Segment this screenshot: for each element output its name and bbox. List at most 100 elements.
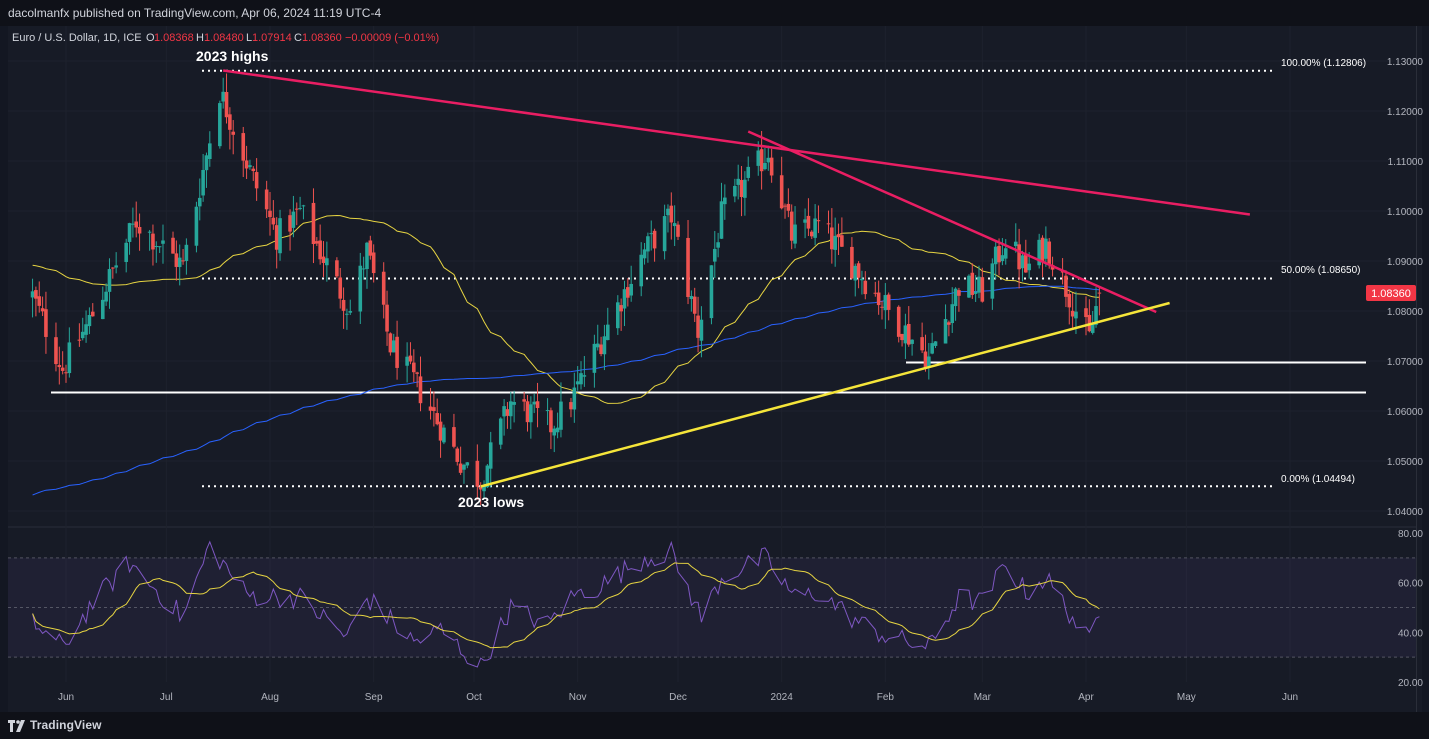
candle-down [957, 290, 961, 296]
candle-down [478, 486, 483, 490]
fib-100-label: 100.00% (1.12806) [1281, 58, 1366, 69]
candle-down [880, 306, 884, 308]
candle-up [361, 268, 366, 270]
candle-down [388, 333, 393, 353]
candle-down [335, 260, 339, 277]
candle-up [719, 201, 724, 239]
candle-up [709, 265, 714, 319]
candle-up [579, 373, 583, 385]
price-tick-label: 1.12000 [1387, 107, 1424, 118]
candle-down [947, 322, 951, 325]
candle-up [1020, 255, 1025, 269]
candle-down [997, 246, 1001, 263]
moving-averages [32, 214, 1100, 496]
candle-up [87, 315, 92, 327]
candle-down [428, 406, 433, 411]
candle-up [218, 103, 222, 147]
candle-up [743, 179, 747, 198]
candle-up [131, 223, 135, 225]
candle-down [231, 131, 236, 135]
candle-up [723, 197, 727, 205]
candle-down [395, 336, 399, 368]
candle-down [1064, 275, 1068, 297]
candle-up [953, 288, 958, 307]
candle-up [927, 356, 931, 367]
candle-down [134, 221, 139, 228]
candle-up [766, 157, 771, 163]
candle-down [739, 180, 744, 198]
time-tick-label: Jun [58, 692, 74, 703]
candle-down [34, 290, 38, 299]
candle-up [248, 165, 252, 168]
candle-up [1090, 323, 1095, 333]
ascending-trendline[interactable] [480, 301, 1170, 488]
candle-down [806, 215, 811, 229]
candle-up [301, 205, 306, 207]
legend-c-label: C [294, 32, 302, 44]
candle-down [254, 172, 259, 189]
candle-down [455, 448, 460, 462]
candle-down [923, 351, 928, 369]
candle-up [1044, 238, 1048, 259]
descending-trendline[interactable] [223, 69, 1251, 216]
legend-l-label: L [246, 32, 252, 44]
candle-up [559, 401, 563, 430]
candle-down [44, 309, 48, 337]
legend-o-label: O [146, 32, 155, 44]
candle-up [154, 245, 159, 247]
time-tick-label: Feb [877, 692, 895, 703]
time-tick-label: Apr [1078, 692, 1094, 703]
candle-down [415, 372, 419, 374]
candle-up [572, 387, 577, 410]
time-tick-label: Sep [365, 692, 383, 703]
trendlines[interactable] [223, 69, 1251, 488]
tradingview-logo[interactable]: TradingView [8, 717, 102, 733]
candle-up [793, 224, 797, 244]
candle-up [1000, 255, 1005, 262]
candle-up [813, 218, 817, 238]
candle-down [779, 175, 784, 209]
candle-down [318, 240, 322, 260]
candle-up [756, 150, 761, 166]
candle-up [763, 162, 767, 170]
candle-up [405, 356, 409, 366]
candle-up [689, 296, 694, 300]
candle-up [943, 319, 948, 344]
candle-up [642, 249, 647, 259]
price-tick-label: 1.08000 [1387, 307, 1424, 318]
candle-up [177, 257, 182, 268]
candle-down [896, 306, 901, 337]
candle-up [545, 410, 550, 412]
descending-trendline[interactable] [747, 130, 1157, 314]
candle-up [127, 223, 132, 242]
candle-up [485, 465, 490, 488]
candle-up [114, 265, 118, 268]
candle-down [268, 210, 272, 218]
price-tick-label: 1.13000 [1387, 57, 1424, 68]
candle-up [672, 223, 677, 227]
candle-up [325, 258, 329, 266]
price-tick-label: 1.10000 [1387, 207, 1424, 218]
candle-up [465, 462, 470, 466]
candle-down [435, 413, 440, 425]
candle-down [1097, 292, 1102, 294]
candle-up [639, 254, 644, 287]
candle-up [104, 291, 108, 302]
candle-up [508, 401, 513, 417]
candle-up [1037, 239, 1041, 266]
legend-c-value: 1.08360 [302, 32, 342, 44]
legend: Euro / U.S. Dollar, 1D, ICE O 1.08368 H … [12, 32, 439, 44]
candle-up [80, 331, 85, 339]
candle-up [84, 324, 88, 335]
candle-down [826, 223, 831, 225]
tradingview-logo-icon [8, 719, 25, 732]
candle-down [569, 402, 573, 410]
legend-o-value: 1.08368 [154, 32, 194, 44]
candle-down [980, 277, 985, 302]
candle-up [201, 170, 205, 196]
candle-down [368, 240, 373, 256]
candle-down [60, 367, 65, 371]
candle-down [458, 463, 463, 473]
candle-up [993, 246, 998, 265]
